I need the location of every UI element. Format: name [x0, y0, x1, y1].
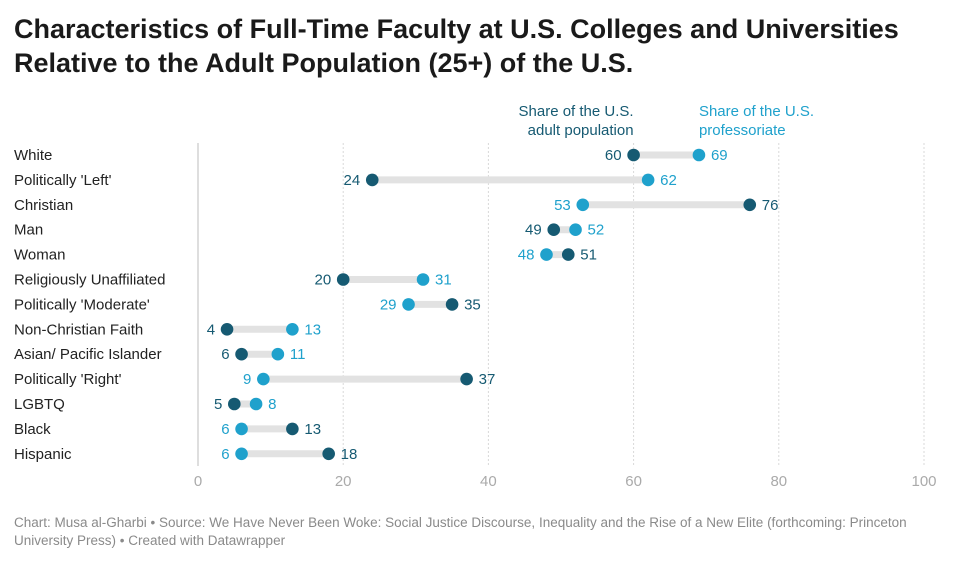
professoriate-value-label: 48 [518, 247, 535, 264]
professoriate-value-label: 11 [290, 346, 306, 363]
chart-row: LGBTQ 5 8 [14, 396, 276, 413]
population-dot [445, 298, 459, 311]
x-tick-label: 80 [770, 473, 787, 490]
chart-row: Asian/ Pacific Islander 6 11 [14, 346, 305, 363]
professoriate-dot [286, 323, 299, 336]
chart-row: Politically 'Left' 24 62 [14, 172, 677, 189]
professoriate-value-label: 9 [243, 371, 251, 388]
professoriate-dot [576, 198, 590, 212]
chart-row: Politically 'Right' 37 9 [14, 371, 495, 388]
legend-line: adult population [528, 122, 634, 139]
x-tick-label: 100 [911, 473, 936, 490]
population-dot [286, 422, 299, 436]
row-label: Woman [14, 247, 65, 264]
professoriate-value-label: 52 [588, 222, 605, 239]
chart-row: Christian 76 53 [14, 197, 778, 214]
population-value-label: 13 [304, 421, 321, 438]
population-dot [561, 248, 575, 261]
population-value-label: 4 [207, 321, 215, 338]
population-value-label: 51 [580, 247, 597, 264]
row-label: Non-Christian Faith [14, 321, 143, 338]
professoriate-dot [692, 148, 706, 162]
population-dot [743, 198, 757, 212]
professoriate-dot [402, 298, 415, 311]
professoriate-value-label: 13 [304, 321, 321, 338]
chart-footer: Chart: Musa al-Gharbi • Source: We Have … [14, 515, 907, 548]
professoriate-value-label: 31 [435, 272, 452, 289]
chart-row: Non-Christian Faith 4 13 [14, 321, 321, 338]
population-value-label: 18 [341, 446, 358, 463]
professoriate-value-label: 8 [268, 396, 276, 413]
professoriate-dot [569, 223, 582, 236]
professoriate-dot [641, 173, 655, 187]
legend-professoriate: Share of the U.S. professoriate [699, 103, 814, 139]
population-dot [235, 347, 248, 361]
x-tick-label: 60 [625, 473, 642, 490]
professoriate-value-label: 69 [711, 147, 728, 164]
row-label: Man [14, 222, 43, 239]
legend-line: professoriate [699, 122, 786, 139]
professoriate-value-label: 53 [554, 197, 571, 214]
population-value-label: 60 [605, 147, 622, 164]
chart-row: Black 13 6 [14, 421, 321, 438]
population-value-label: 5 [214, 396, 222, 413]
professoriate-dot [271, 347, 285, 361]
chart-row: Man 49 52 [14, 222, 604, 239]
legend-population: Share of the U.S. adult population [519, 103, 634, 139]
gridlines [197, 143, 925, 466]
row-label: Black [14, 421, 51, 438]
professoriate-dot [235, 422, 248, 436]
row-label: LGBTQ [14, 396, 65, 413]
row-label: Religiously Unaffiliated [14, 272, 165, 289]
population-dot [228, 397, 241, 411]
legend-line: Share of the U.S. [699, 103, 814, 120]
chart-row: Religiously Unaffiliated 20 31 [14, 272, 452, 289]
population-dot [365, 173, 379, 187]
professoriate-dot [249, 397, 263, 411]
x-tick-label: 20 [335, 473, 352, 490]
legend-line: Share of the U.S. [519, 103, 634, 120]
population-dot [460, 372, 473, 386]
professoriate-dot [540, 248, 553, 261]
professoriate-value-label: 6 [221, 421, 229, 438]
x-tick-label: 40 [480, 473, 497, 490]
population-value-label: 49 [525, 222, 542, 239]
row-label: Politically 'Left' [14, 172, 112, 189]
row-label: Politically 'Right' [14, 371, 122, 388]
x-tick-label: 0 [194, 473, 202, 490]
professoriate-value-label: 6 [221, 446, 229, 463]
population-value-label: 24 [344, 172, 361, 189]
population-dot [220, 323, 234, 336]
chart-title: Characteristics of Full-Time Faculty at … [14, 14, 899, 78]
chart-row: Hispanic 18 6 [14, 446, 357, 463]
population-dot [547, 223, 561, 236]
chart-row: Politically 'Moderate' 35 29 [14, 296, 481, 313]
chart-row: White 60 69 [14, 147, 728, 164]
population-value-label: 76 [762, 197, 779, 214]
row-label: White [14, 147, 52, 164]
population-dot [322, 447, 335, 461]
row-label: Politically 'Moderate' [14, 296, 150, 313]
professoriate-value-label: 29 [380, 296, 397, 313]
population-value-label: 35 [464, 296, 481, 313]
population-dot [627, 148, 640, 162]
row-label: Christian [14, 197, 73, 214]
population-value-label: 37 [479, 371, 496, 388]
professoriate-dot [416, 273, 430, 286]
chart-row: Woman 51 48 [14, 247, 597, 264]
professoriate-dot [257, 372, 270, 386]
row-label: Asian/ Pacific Islander [14, 346, 162, 363]
population-value-label: 20 [315, 272, 332, 289]
x-axis-ticks: 0 20 40 60 80 100 [194, 473, 937, 490]
row-label: Hispanic [14, 446, 72, 463]
population-value-label: 6 [221, 346, 229, 363]
professoriate-value-label: 62 [660, 172, 677, 189]
professoriate-dot [235, 447, 248, 461]
population-dot [336, 273, 350, 286]
